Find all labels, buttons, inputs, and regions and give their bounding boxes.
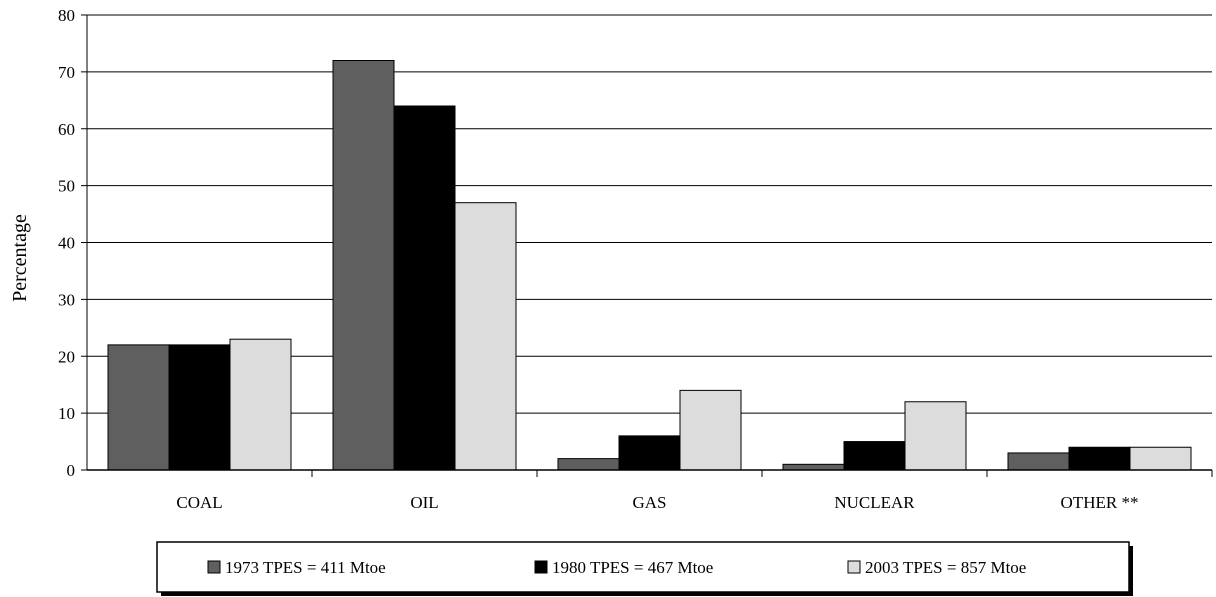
x-category-label: GAS bbox=[632, 493, 666, 512]
y-tick-label: 40 bbox=[58, 234, 75, 253]
bar-nuclear-series-0 bbox=[782, 463, 845, 471]
legend: 1973 TPES = 411 Mtoe 1980 TPES = 467 Mtoe… bbox=[156, 541, 1133, 596]
bar-coal-series-0 bbox=[107, 344, 170, 471]
y-tick-label: 70 bbox=[58, 63, 75, 82]
y-tick-label: 60 bbox=[58, 120, 75, 139]
legend-label: 2003 TPES = 857 Mtoe bbox=[865, 558, 1026, 577]
y-tick-label: 10 bbox=[58, 404, 75, 423]
legend-swatch bbox=[207, 560, 221, 574]
bar-oil-series-2 bbox=[454, 202, 517, 471]
x-category-label: COAL bbox=[176, 493, 222, 512]
legend-swatch bbox=[534, 560, 548, 574]
bar-other-series-0 bbox=[1007, 452, 1070, 471]
x-category-label: NUCLEAR bbox=[834, 493, 915, 512]
y-axis-label: Percentage bbox=[9, 214, 31, 302]
legend-box bbox=[156, 541, 1130, 593]
axes bbox=[81, 14, 1213, 477]
y-tick-labels: 0 10 20 30 40 50 60 70 80 bbox=[58, 6, 75, 480]
legend-swatch bbox=[847, 560, 861, 574]
bar-gas-series-1 bbox=[618, 435, 681, 471]
y-tick-label: 0 bbox=[67, 461, 76, 480]
x-category-label: OTHER ** bbox=[1061, 493, 1139, 512]
x-category-labels: COAL OIL GAS NUCLEAR OTHER ** bbox=[176, 493, 1138, 512]
bar-other-series-2 bbox=[1129, 446, 1192, 471]
bars bbox=[107, 60, 1192, 471]
bar-other-series-1 bbox=[1068, 446, 1131, 471]
bar-gas-series-2 bbox=[679, 389, 742, 471]
y-tick-label: 20 bbox=[58, 347, 75, 366]
bar-nuclear-series-1 bbox=[843, 441, 906, 471]
legend-label: 1980 TPES = 467 Mtoe bbox=[552, 558, 713, 577]
y-tick-label: 50 bbox=[58, 177, 75, 196]
bar-oil-series-0 bbox=[332, 60, 395, 471]
bar-oil-series-1 bbox=[393, 105, 456, 471]
bar-coal-series-1 bbox=[168, 344, 231, 471]
y-tick-label: 30 bbox=[58, 290, 75, 309]
x-category-label: OIL bbox=[410, 493, 438, 512]
bar-gas-series-0 bbox=[557, 458, 620, 471]
bar-nuclear-series-2 bbox=[904, 401, 967, 471]
legend-label: 1973 TPES = 411 Mtoe bbox=[225, 558, 386, 577]
y-tick-label: 80 bbox=[58, 6, 75, 25]
bar-coal-series-2 bbox=[229, 338, 292, 471]
